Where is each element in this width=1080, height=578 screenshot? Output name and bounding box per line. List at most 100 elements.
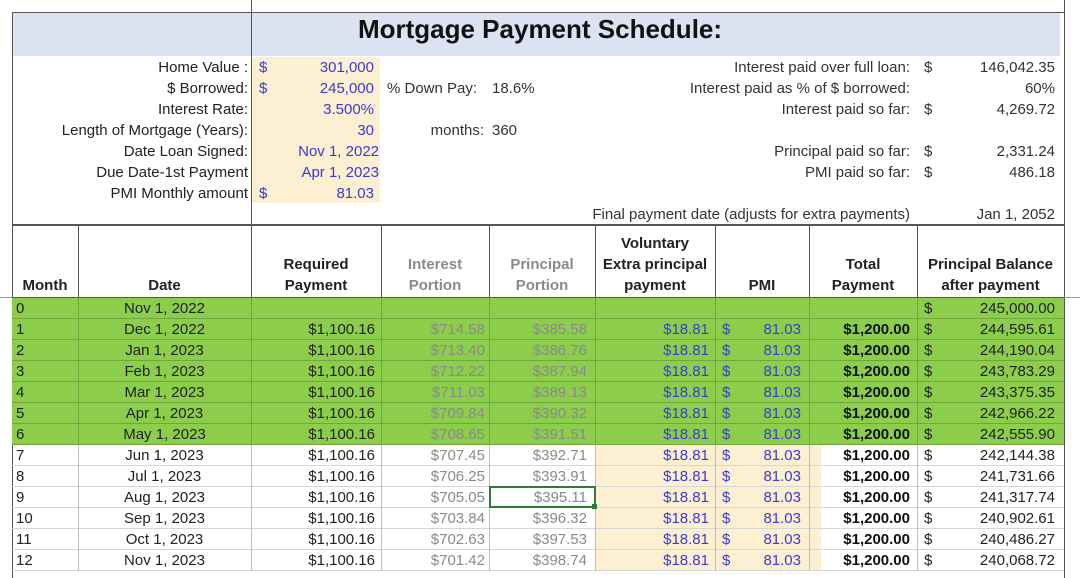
cell-balance-currency[interactable]: $ (924, 489, 933, 506)
borrowed-input[interactable]: 245,000 (319, 80, 374, 97)
cell-required-payment[interactable]: $1,100.16 (308, 426, 375, 443)
cell-required-payment[interactable]: $1,100.16 (308, 405, 375, 422)
cell-total-payment[interactable]: $1,200.00 (843, 510, 910, 527)
cell-pmi-currency[interactable]: $ (722, 447, 731, 464)
cell-required-payment[interactable]: $1,100.16 (308, 489, 375, 506)
cell-extra-payment[interactable]: $18.81 (663, 468, 709, 485)
cell-required-payment[interactable]: $1,100.16 (308, 342, 375, 359)
cell-balance[interactable]: 241,317.74 (979, 489, 1055, 506)
cell-interest-portion[interactable]: $709.84 (430, 405, 485, 422)
cell-month[interactable]: 12 (16, 552, 33, 569)
cell-month[interactable]: 2 (16, 342, 25, 359)
cell-interest-portion[interactable]: $702.63 (430, 531, 485, 548)
date-signed-input[interactable]: Nov 1, 2022 (298, 143, 379, 160)
cell-month[interactable]: 4 (16, 384, 25, 401)
cell-required-payment[interactable] (251, 298, 375, 319)
cell-pmi-currency[interactable]: $ (722, 468, 731, 485)
pmi-input[interactable]: 81.03 (336, 185, 374, 202)
cell-balance-currency[interactable]: $ (924, 510, 933, 527)
cell-extra-payment[interactable]: $18.81 (663, 531, 709, 548)
cell-balance[interactable]: 245,000.00 (979, 300, 1055, 317)
cell-interest-portion[interactable]: $706.25 (430, 468, 485, 485)
cell-required-payment[interactable]: $1,100.16 (308, 447, 375, 464)
cell-month[interactable]: 7 (16, 447, 25, 464)
cell-total-payment[interactable]: $1,200.00 (843, 489, 910, 506)
cell-balance[interactable]: 240,902.61 (979, 510, 1055, 527)
cell-principal-portion[interactable]: $386.76 (532, 342, 587, 359)
cell-interest-portion[interactable]: $707.45 (430, 447, 485, 464)
cell-balance[interactable]: 242,966.22 (979, 405, 1055, 422)
cell-principal-portion[interactable] (489, 298, 587, 319)
interest-rate-input[interactable]: 3.500% (323, 101, 374, 118)
cell-month[interactable]: 8 (16, 468, 25, 485)
cell-pmi-currency[interactable]: $ (722, 363, 731, 380)
cell-pmi-currency[interactable]: $ (722, 552, 731, 569)
cell-month[interactable]: 5 (16, 405, 25, 422)
cell-month[interactable]: 11 (16, 531, 32, 548)
cell-month[interactable]: 9 (16, 489, 25, 506)
cell-required-payment[interactable]: $1,100.16 (308, 468, 375, 485)
cell-balance[interactable]: 241,731.66 (979, 468, 1055, 485)
cell-pmi[interactable]: 81.03 (763, 531, 801, 548)
cell-interest-portion[interactable]: $712.22 (430, 363, 485, 380)
cell-principal-portion[interactable]: $393.91 (532, 468, 587, 485)
cell-pmi-currency[interactable]: $ (722, 489, 731, 506)
cell-date[interactable]: Mar 1, 2023 (124, 384, 205, 401)
cell-pmi[interactable]: 81.03 (763, 342, 801, 359)
cell-balance-currency[interactable]: $ (924, 300, 933, 317)
cell-extra-payment[interactable]: $18.81 (663, 510, 709, 527)
cell-principal-portion[interactable]: $398.74 (532, 552, 587, 569)
cell-total-payment[interactable] (809, 298, 910, 319)
cell-date[interactable]: Nov 1, 2023 (124, 552, 205, 569)
cell-pmi[interactable]: 81.03 (763, 489, 801, 506)
cell-balance[interactable]: 242,555.90 (979, 426, 1055, 443)
cell-total-payment[interactable]: $1,200.00 (843, 363, 910, 380)
cell-balance-currency[interactable]: $ (924, 321, 933, 338)
cell-balance-currency[interactable]: $ (924, 552, 933, 569)
cell-required-payment[interactable]: $1,100.16 (308, 510, 375, 527)
cell-pmi-currency[interactable]: $ (722, 426, 731, 443)
cell-extra-payment[interactable]: $18.81 (663, 426, 709, 443)
cell-principal-portion[interactable]: $395.11 (533, 489, 587, 506)
cell-extra-payment[interactable]: $18.81 (663, 489, 709, 506)
cell-interest-portion[interactable]: $708.65 (430, 426, 485, 443)
cell-total-payment[interactable]: $1,200.00 (843, 531, 910, 548)
cell-extra-payment[interactable]: $18.81 (663, 342, 709, 359)
cell-month[interactable]: 6 (16, 426, 25, 443)
cell-balance-currency[interactable]: $ (924, 468, 933, 485)
cell-pmi[interactable]: 81.03 (763, 384, 801, 401)
cell-total-payment[interactable]: $1,200.00 (843, 321, 910, 338)
cell-principal-portion[interactable]: $387.94 (532, 363, 587, 380)
due-date-input[interactable]: Apr 1, 2023 (301, 164, 379, 181)
cell-date[interactable]: Apr 1, 2023 (125, 405, 204, 422)
cell-pmi-currency[interactable]: $ (722, 531, 731, 548)
cell-balance-currency[interactable]: $ (924, 426, 933, 443)
cell-date[interactable]: Oct 1, 2023 (125, 531, 204, 548)
cell-balance[interactable]: 240,068.72 (979, 552, 1055, 569)
cell-pmi-currency[interactable]: $ (722, 510, 731, 527)
cell-interest-portion[interactable]: $705.05 (430, 489, 485, 506)
cell-principal-portion[interactable]: $390.32 (532, 405, 587, 422)
cell-balance[interactable]: 242,144.38 (979, 447, 1055, 464)
length-input[interactable]: 30 (357, 122, 374, 139)
cell-date[interactable]: Jan 1, 2023 (125, 342, 204, 359)
cell-month[interactable]: 0 (16, 300, 25, 317)
cell-interest-portion[interactable]: $711.03 (431, 384, 485, 401)
cell-total-payment[interactable]: $1,200.00 (843, 426, 910, 443)
cell-date[interactable]: Dec 1, 2022 (124, 321, 205, 338)
cell-extra-payment[interactable] (595, 298, 709, 319)
cell-balance-currency[interactable]: $ (924, 405, 933, 422)
cell-total-payment[interactable]: $1,200.00 (843, 405, 910, 422)
cell-extra-payment[interactable]: $18.81 (663, 552, 709, 569)
cell-required-payment[interactable]: $1,100.16 (308, 552, 375, 569)
cell-pmi-currency[interactable]: $ (722, 405, 731, 422)
cell-required-payment[interactable]: $1,100.16 (308, 363, 375, 380)
cell-balance-currency[interactable]: $ (924, 384, 933, 401)
cell-total-payment[interactable]: $1,200.00 (843, 552, 910, 569)
cell-date[interactable]: Jul 1, 2023 (127, 468, 202, 485)
cell-extra-payment[interactable]: $18.81 (663, 321, 709, 338)
selected-cell[interactable] (489, 486, 596, 508)
cell-interest-portion[interactable]: $714.58 (430, 321, 485, 338)
cell-extra-payment[interactable]: $18.81 (663, 447, 709, 464)
cell-balance[interactable]: 240,486.27 (979, 531, 1055, 548)
